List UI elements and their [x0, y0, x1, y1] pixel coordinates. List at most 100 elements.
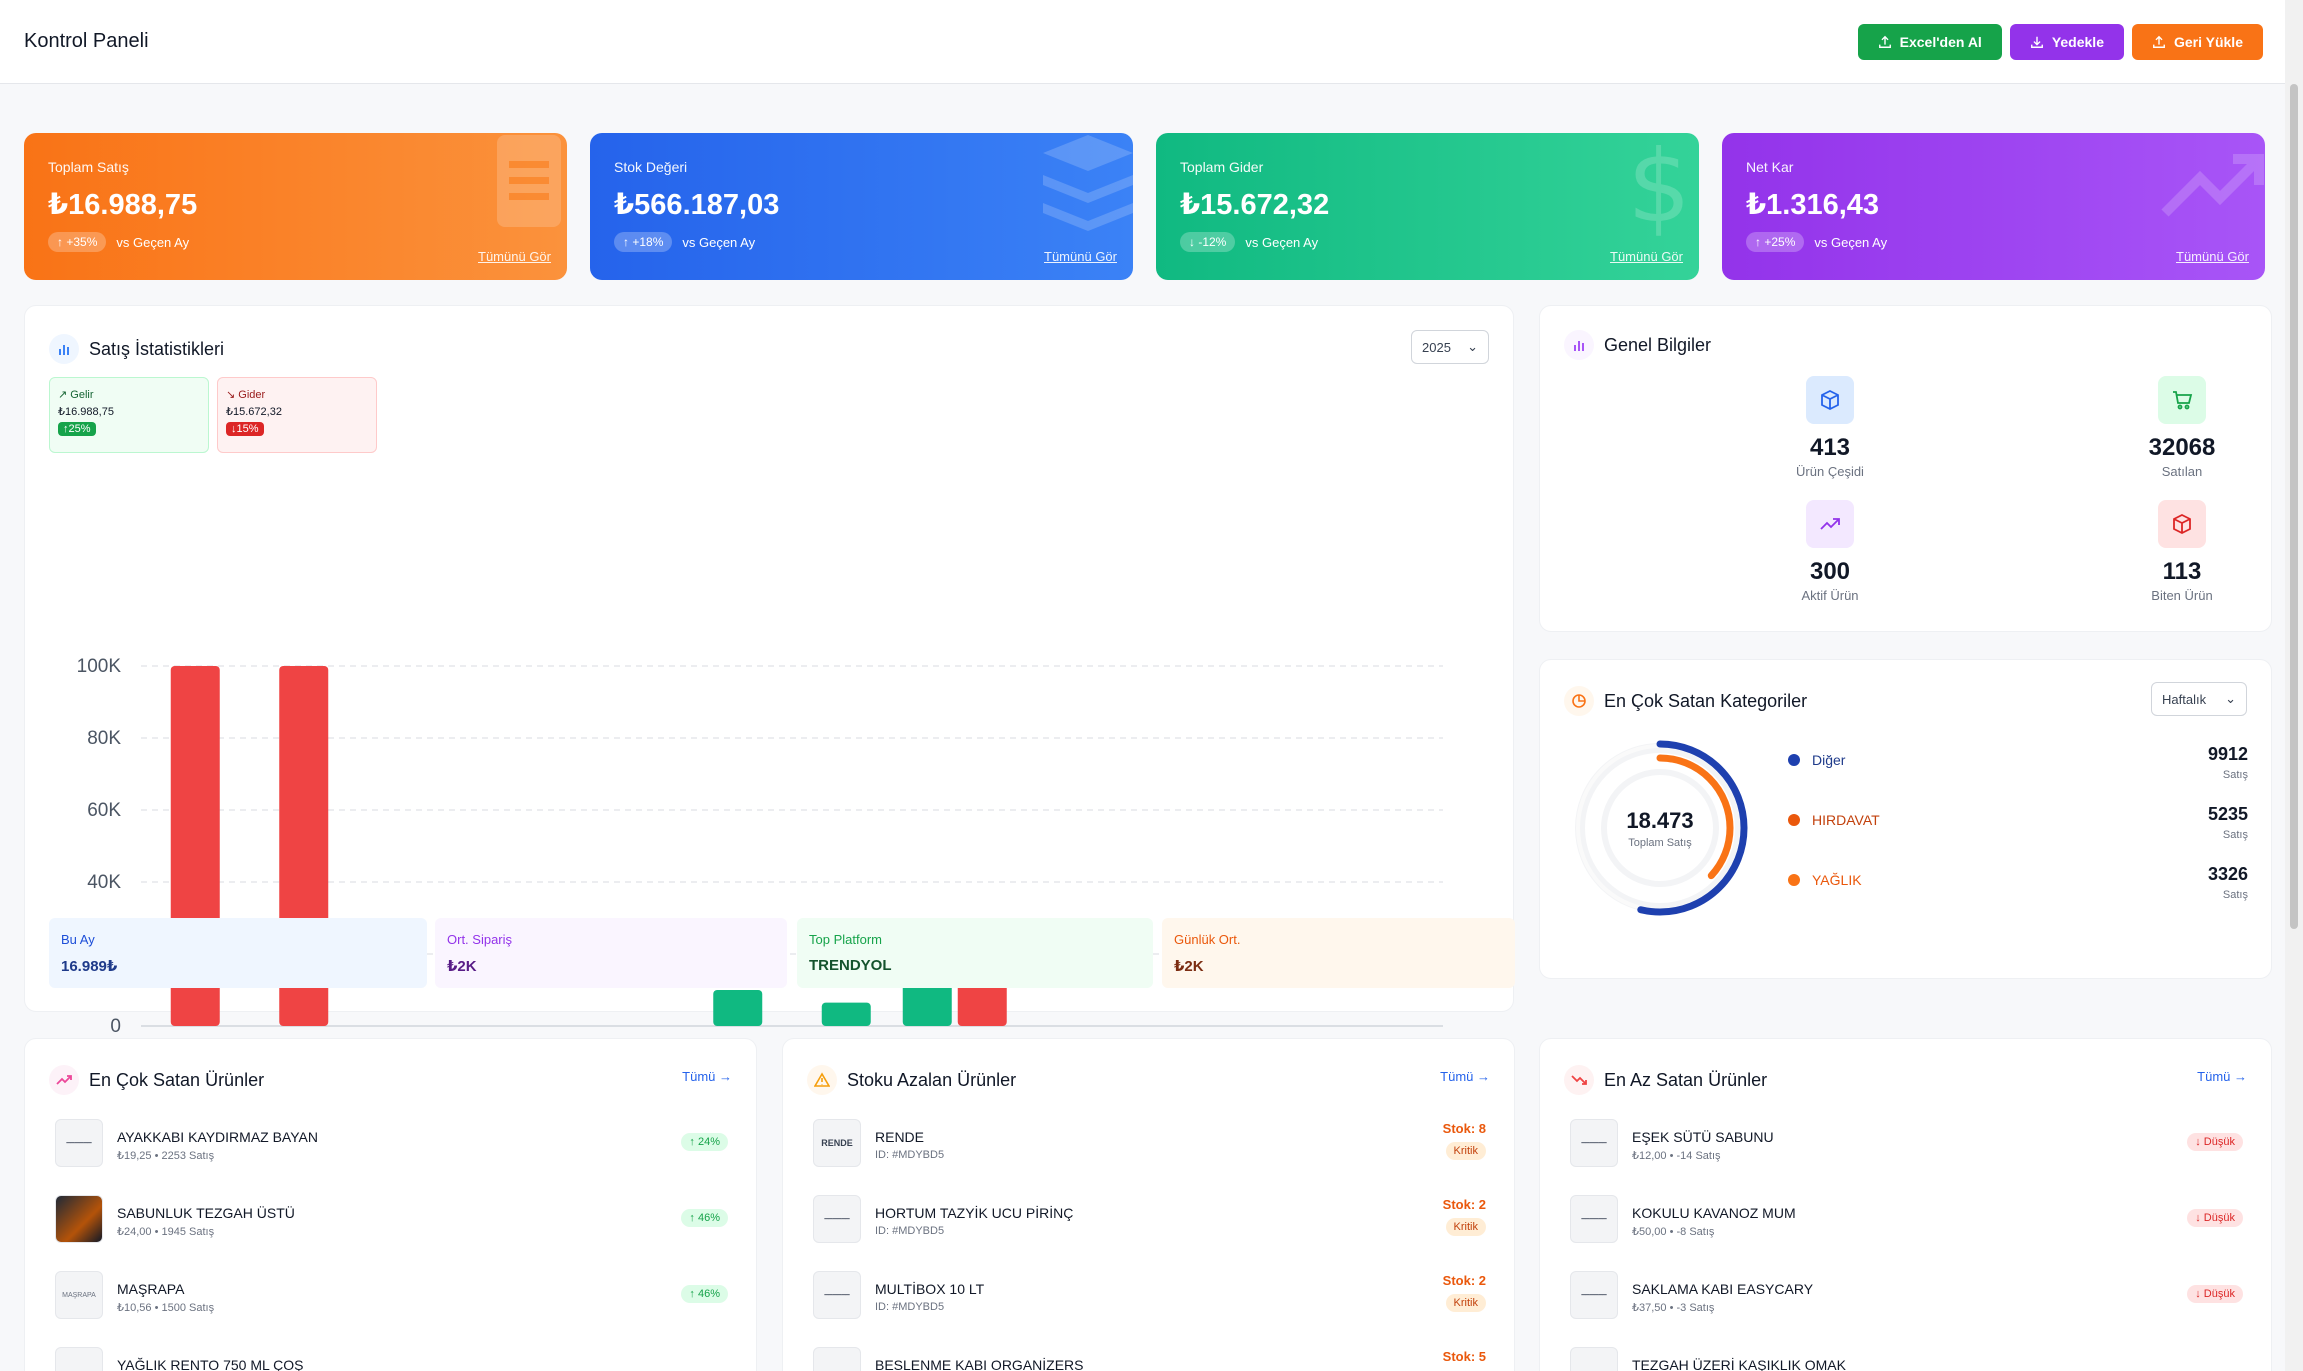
top-header: Kontrol Paneli Excel'den Al Yedekle Geri…: [0, 0, 2285, 84]
expense-value: ₺15.672,32: [226, 406, 282, 418]
list-item[interactable]: ━━━━━━ SAKLAMA KABI EASYCARY ₺37,50 • -3…: [1570, 1271, 2243, 1331]
product-meta: ₺10,56 • 1500 Satış: [117, 1302, 215, 1314]
category-unit: Satış: [2222, 889, 2248, 901]
period-value: Haftalık: [2162, 691, 2207, 707]
info-number: 113: [2162, 558, 2202, 585]
panel-title: Genel Bilgiler: [1604, 334, 1712, 355]
period-select[interactable]: Haftalık ⌄: [2151, 682, 2247, 716]
trend-badge: ↑ +18%: [614, 232, 673, 252]
category-count: 9912: [2207, 744, 2248, 764]
trend-up-icon: [1806, 500, 1854, 548]
backup-label: Yedekle: [2051, 33, 2104, 50]
list-item[interactable]: YAĞLIK RENTO 750 ML ÇOŞ: [55, 1347, 728, 1371]
trend-up-icon: ↗: [58, 389, 68, 401]
list-item[interactable]: SABUNLUK TEZGAH ÜSTÜ ₺24,00 • 1945 Satış…: [55, 1195, 728, 1255]
list-item[interactable]: ━━━━━━ AYAKKABI KAYDIRMAZ BAYAN ₺19,25 •…: [55, 1119, 728, 1179]
info-label: Biten Ürün: [2151, 588, 2213, 603]
y-tick-label: 0: [110, 1016, 121, 1037]
stat-label: Net Kar: [1746, 159, 1794, 175]
stat-value: ₺1.316,43: [1746, 189, 1880, 221]
expense-mini-card: ↘ Gider ₺15.672,32 ↓15%: [217, 377, 377, 453]
stat-label: Stok Değeri: [614, 159, 688, 175]
summary-daily-avg: Günlük Ort. ₺2K: [1162, 918, 1515, 988]
bar-chart-icon: [1564, 330, 1594, 360]
list-item[interactable]: ━━━━━━ EŞEK SÜTÜ SABUNU ₺12,00 • -14 Sat…: [1570, 1119, 2243, 1179]
list-item[interactable]: MAŞRAPA MAŞRAPA ₺10,56 • 1500 Satış ↑ 46…: [55, 1271, 728, 1331]
trend-badge: ↑ 46%: [681, 1285, 728, 1303]
view-all-link[interactable]: Tümünü Gör: [2176, 249, 2249, 264]
product-name: EŞEK SÜTÜ SABUNU: [1632, 1129, 1774, 1145]
list-item[interactable]: BESLENME KABI ORGANİZERS Stok: 5: [813, 1347, 1486, 1371]
product-name: RENDE: [875, 1129, 925, 1145]
top-categories-panel: En Çok Satan Kategoriler Haftalık ⌄ 18.47…: [1539, 659, 2272, 979]
info-active-products: 300 Aktif Ürün: [1730, 500, 1930, 603]
trend-badge: ↓ -12%: [1180, 232, 1236, 252]
info-out-of-stock: 113 Biten Ürün: [2082, 500, 2282, 603]
warning-icon: [807, 1065, 837, 1095]
product-meta: ₺37,50 • -3 Satış: [1632, 1302, 1715, 1314]
summary-value: ₺2K: [447, 958, 477, 975]
thumbnail-text: RENDE: [821, 1138, 853, 1148]
info-label: Ürün Çeşidi: [1796, 464, 1864, 479]
page-scrollbar[interactable]: [2285, 0, 2303, 1371]
product-name: SAKLAMA KABI EASYCARY: [1632, 1281, 1814, 1297]
view-all-link[interactable]: Tümü →: [682, 1069, 732, 1084]
excel-import-label: Excel'den Al: [1899, 33, 1982, 50]
category-row: HIRDAVAT 5235 Satış: [1788, 804, 2248, 841]
list-item[interactable]: TEZGAH ÜZERİ KAŞIKLIK OMAK: [1570, 1347, 2243, 1371]
list-item[interactable]: ━━━━━━ MULTİBOX 10 LT ID: #MDYBD5 Stok: …: [813, 1271, 1486, 1331]
panel-header: Stoku Azalan Ürünler: [807, 1065, 1016, 1095]
pie-chart-icon: [1564, 686, 1594, 716]
trend-up-icon: [2161, 154, 2264, 217]
category-row: YAĞLIK 3326 Satış: [1788, 864, 2248, 901]
summary-label: Ort. Sipariş: [447, 932, 513, 947]
legend-dot: [1788, 874, 1800, 886]
product-thumbnail: ━━━━━━: [1570, 1119, 1618, 1167]
income-bar: [713, 990, 763, 1026]
total-expense-card: $ Toplam Gider ₺15.672,32 ↓ -12% vs Geçen…: [1156, 133, 1699, 280]
stat-value: ₺16.988,75: [48, 189, 198, 221]
cart-icon: [2158, 376, 2206, 424]
list-item[interactable]: RENDE RENDE ID: #MDYBD5 Stok: 8 Kritik: [813, 1119, 1486, 1179]
stock-count: Stok: 2: [1442, 1273, 1486, 1288]
trend-text: vs Geçen Ay: [116, 234, 190, 250]
scrollbar-thumb[interactable]: [2290, 84, 2298, 929]
legend-dot: [1788, 754, 1800, 766]
low-badge: ↓ Düşük: [2187, 1133, 2243, 1151]
donut-ring-hirdavat: [1586, 754, 1734, 902]
year-select[interactable]: 2025 ⌄: [1411, 330, 1489, 364]
product-id: ID: #MDYBD5: [875, 1225, 945, 1237]
category-name: Diğer: [1812, 752, 1846, 768]
view-all-link[interactable]: Tümünü Gör: [478, 249, 551, 264]
product-id: ID: #MDYBD5: [875, 1301, 945, 1313]
excel-import-button[interactable]: Excel'den Al: [1857, 23, 2002, 60]
restore-button[interactable]: Geri Yükle: [2131, 23, 2263, 60]
low-badge: ↓ Düşük: [2187, 1285, 2243, 1303]
list-item[interactable]: ━━━━━━ HORTUM TAZYİK UCU PİRİNÇ ID: #MDY…: [813, 1195, 1486, 1255]
backup-button[interactable]: Yedekle: [2009, 23, 2124, 60]
product-meta: ₺12,00 • -14 Satış: [1632, 1150, 1721, 1162]
product-name: AYAKKABI KAYDIRMAZ BAYAN: [117, 1129, 318, 1145]
product-name: KOKULU KAVANOZ MUM: [1632, 1205, 1796, 1221]
product-id: ID: #MDYBD5: [875, 1149, 945, 1161]
legend-dot: [1788, 814, 1800, 826]
product-thumbnail: RENDE: [813, 1119, 861, 1167]
product-thumbnail: ━━━━━━: [813, 1271, 861, 1319]
summary-label: Bu Ay: [61, 932, 95, 947]
header-actions: Excel'den Al Yedekle Geri Yükle: [1857, 23, 2263, 60]
category-count: 5235: [2207, 804, 2248, 824]
trend-down-icon: [1564, 1065, 1594, 1095]
list-item[interactable]: ━━━━━━ KOKULU KAVANOZ MUM ₺50,00 • -8 Sa…: [1570, 1195, 2243, 1255]
view-all-link[interactable]: Tümünü Gör: [1044, 249, 1117, 264]
view-all-link[interactable]: Tümü →: [1440, 1069, 1490, 1084]
summary-top-platform: Top Platform TRENDYOL: [797, 918, 1153, 988]
view-all-link[interactable]: Tümünü Gör: [1610, 249, 1683, 264]
year-value: 2025: [1422, 339, 1451, 355]
panel-header: Genel Bilgiler: [1564, 330, 1711, 360]
panel-title: En Az Satan Ürünler: [1604, 1069, 1768, 1090]
income-value: ₺16.988,75: [58, 406, 114, 418]
panel-header: En Çok Satan Ürünler: [49, 1065, 264, 1095]
document-icon: [497, 135, 561, 227]
view-all-link[interactable]: Tümü →: [2197, 1069, 2247, 1084]
income-label: Gelir: [70, 389, 94, 401]
